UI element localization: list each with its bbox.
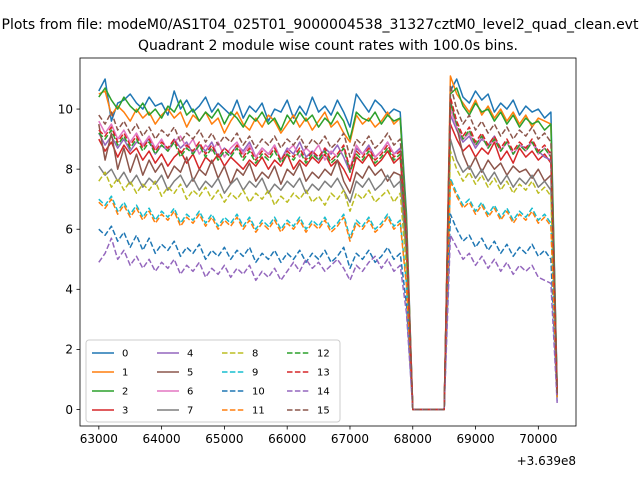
legend-label-12: 12 bbox=[317, 349, 330, 360]
series-line-8 bbox=[98, 150, 558, 411]
legend-label-8: 8 bbox=[252, 349, 258, 360]
series-line-15 bbox=[98, 84, 558, 411]
legend-label-0: 0 bbox=[122, 349, 128, 360]
series-line-11 bbox=[98, 180, 558, 411]
y-tick-label: 0 bbox=[65, 403, 73, 417]
plot-frame bbox=[79, 57, 577, 427]
series-line-14 bbox=[98, 234, 558, 411]
legend-label-10: 10 bbox=[252, 387, 265, 398]
legend-label-15: 15 bbox=[317, 406, 330, 417]
legend-label-7: 7 bbox=[187, 406, 193, 417]
series-line-0 bbox=[98, 78, 558, 411]
figure-suptitle: Plots from file: modeM0/AS1T04_025T01_90… bbox=[2, 17, 639, 33]
x-offset-label: +3.639e8 bbox=[517, 454, 576, 468]
legend-frame bbox=[85, 339, 341, 423]
x-tick-label: 63000 bbox=[80, 432, 118, 446]
y-tick-label: 8 bbox=[65, 162, 73, 176]
legend-label-13: 13 bbox=[317, 368, 330, 379]
series-line-1 bbox=[98, 75, 558, 411]
y-tick-label: 6 bbox=[65, 223, 73, 237]
y-tick-label: 2 bbox=[65, 343, 73, 357]
legend-label-2: 2 bbox=[122, 387, 128, 398]
legend-label-6: 6 bbox=[187, 387, 193, 398]
series-line-9 bbox=[98, 177, 558, 411]
legend-label-9: 9 bbox=[252, 368, 258, 379]
chart-title: Quadrant 2 module wise count rates with … bbox=[138, 38, 518, 54]
legend-label-5: 5 bbox=[187, 368, 193, 379]
x-tick-label: 65000 bbox=[205, 432, 243, 446]
axes-layer: 63000 64000 65000 66000 67000 68000 69000 70000… bbox=[58, 57, 577, 446]
legend-label-11: 11 bbox=[252, 406, 265, 417]
x-tick-label: 64000 bbox=[143, 432, 181, 446]
legend-label-3: 3 bbox=[122, 406, 128, 417]
series-line-12 bbox=[98, 102, 558, 411]
series-line-7 bbox=[98, 138, 558, 411]
x-tick-label: 69000 bbox=[456, 432, 494, 446]
series-line-13 bbox=[98, 96, 558, 411]
series-layer bbox=[98, 75, 558, 411]
y-tick-label: 10 bbox=[58, 102, 73, 116]
legend-label-4: 4 bbox=[187, 349, 193, 360]
x-tick-label: 66000 bbox=[268, 432, 306, 446]
x-tick-label: 67000 bbox=[331, 432, 369, 446]
series-line-3 bbox=[98, 123, 558, 411]
x-tick-label: 70000 bbox=[519, 432, 557, 446]
series-line-2 bbox=[98, 87, 558, 411]
y-tick-label: 4 bbox=[65, 283, 73, 297]
legend-label-1: 1 bbox=[122, 368, 128, 379]
x-tick-label: 68000 bbox=[394, 432, 432, 446]
legend-label-14: 14 bbox=[317, 387, 330, 398]
